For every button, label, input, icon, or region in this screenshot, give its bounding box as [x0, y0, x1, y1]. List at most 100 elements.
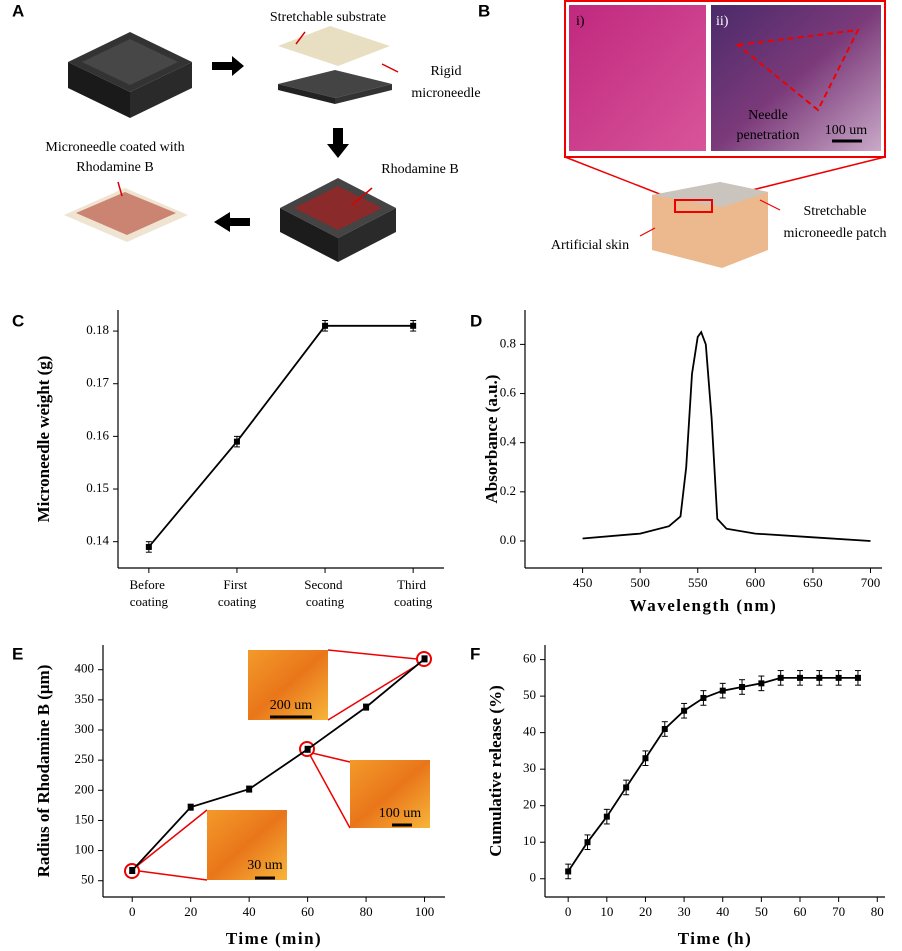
panel-label: A	[12, 1, 24, 20]
marker	[623, 784, 630, 791]
marker	[681, 707, 688, 714]
data-line	[148, 324, 414, 548]
x-tick-label: Second coating	[304, 577, 346, 609]
marker	[421, 655, 428, 662]
label: i)	[576, 14, 585, 29]
x-tick-label: 650	[803, 575, 823, 590]
y-tick-label: 20	[523, 797, 536, 812]
x-tick-label: 70	[832, 904, 845, 919]
x-tick-label: 600	[746, 575, 766, 590]
y-axis-label: Microneedle weight (g)	[34, 356, 53, 523]
panel-label: B	[478, 1, 490, 20]
panel-label: C	[12, 311, 24, 330]
x-tick-label: 50	[755, 904, 768, 919]
panel-label: D	[470, 311, 482, 330]
label: Stretchable substrate	[270, 10, 386, 25]
label: microneedle	[411, 86, 480, 101]
marker	[797, 674, 803, 681]
marker	[739, 684, 746, 690]
marker	[187, 804, 194, 811]
marker	[603, 813, 610, 820]
marker	[719, 687, 726, 694]
data-line	[582, 330, 871, 542]
x-tick-label: 60	[301, 904, 314, 919]
y-tick-label: 200	[75, 781, 95, 796]
y-tick-label: 0	[530, 870, 537, 885]
marker	[145, 543, 152, 550]
x-tick-label: 0	[565, 904, 572, 919]
y-tick-label: 0.18	[86, 322, 109, 337]
y-tick-label: 60	[523, 651, 536, 666]
x-tick-label: 30	[678, 904, 691, 919]
x-axis-label: Time (h)	[678, 929, 753, 948]
marker	[363, 704, 370, 711]
data-line	[131, 658, 426, 872]
y-tick-label: 0.14	[86, 533, 109, 548]
marker	[661, 726, 668, 732]
marker	[565, 868, 572, 875]
x-tick-label: 40	[716, 904, 729, 919]
y-tick-label: 400	[75, 661, 95, 676]
x-tick-label: 80	[871, 904, 884, 919]
x-tick-label: Third coating	[394, 577, 433, 609]
label: ii)	[716, 14, 729, 29]
marker	[322, 322, 329, 329]
label: Needle	[748, 108, 788, 123]
x-tick-label: 40	[243, 904, 256, 919]
marker	[642, 755, 649, 762]
inset	[124, 649, 432, 881]
x-tick-label: 550	[688, 575, 708, 590]
label: Rhodamine B	[381, 162, 458, 177]
label: microneedle patch	[783, 226, 886, 241]
y-tick-label: 150	[75, 811, 95, 826]
marker	[758, 680, 765, 687]
marker	[854, 674, 861, 681]
y-tick-label: 0.6	[500, 385, 517, 400]
label: 100 um	[825, 123, 868, 138]
y-axis-label: Radius of Rhodamine B (μm)	[34, 665, 53, 878]
x-tick-label: 0	[129, 904, 136, 919]
annotation: 200 um	[270, 698, 313, 713]
x-axis-label: Time (min)	[226, 929, 322, 948]
y-tick-label: 0.15	[86, 480, 109, 495]
label: Rigid	[430, 64, 461, 79]
y-tick-label: 10	[523, 833, 536, 848]
y-tick-label: 30	[523, 760, 536, 775]
marker	[584, 839, 591, 846]
marker	[129, 867, 136, 874]
label: Stretchable	[804, 204, 867, 219]
x-tick-label: 450	[573, 575, 593, 590]
marker	[246, 786, 253, 793]
y-tick-label: 50	[523, 687, 536, 702]
x-tick-label: 60	[794, 904, 807, 919]
marker	[835, 674, 842, 681]
y-axis-label: Absorbance (a.u.)	[482, 375, 501, 504]
y-tick-label: 100	[75, 842, 95, 857]
annotation: 100 um	[379, 806, 422, 821]
y-tick-label: 300	[75, 721, 95, 736]
y-tick-label: 0.2	[500, 483, 516, 498]
label: Rhodamine B	[76, 160, 153, 175]
y-axis-label: Cumulative release (%)	[486, 685, 505, 857]
y-tick-label: 0.4	[500, 434, 517, 449]
y-tick-label: 50	[81, 872, 94, 887]
panel-label: F	[470, 644, 480, 663]
x-tick-label: 80	[360, 904, 373, 919]
y-tick-label: 350	[75, 691, 95, 706]
data-line	[567, 677, 858, 872]
y-tick-label: 250	[75, 751, 95, 766]
x-tick-label: First coating	[218, 577, 257, 609]
x-tick-label: 20	[639, 904, 652, 919]
x-tick-label: 10	[600, 904, 613, 919]
y-tick-label: 0.8	[500, 335, 516, 350]
y-tick-label: 0.0	[500, 532, 516, 547]
panel-label: E	[12, 644, 23, 663]
marker	[700, 694, 707, 701]
x-tick-label: 700	[861, 575, 881, 590]
illustration	[64, 26, 399, 262]
x-tick-label: 500	[630, 575, 650, 590]
x-tick-label: 20	[184, 904, 197, 919]
label: penetration	[737, 128, 800, 143]
label: Microneedle coated with	[45, 140, 184, 155]
